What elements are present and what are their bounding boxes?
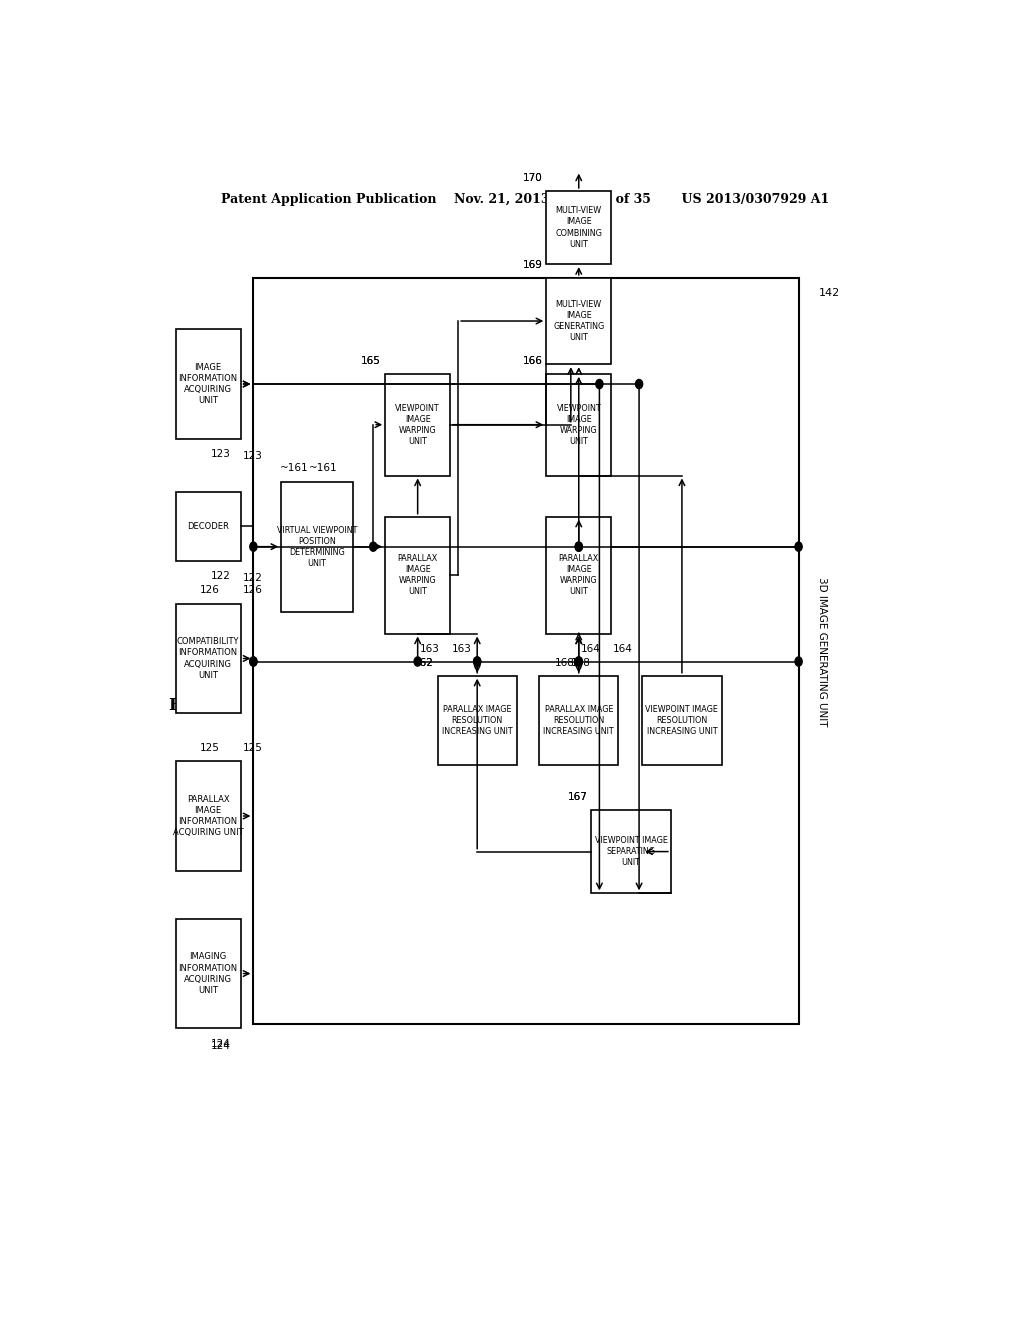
Circle shape xyxy=(575,543,583,552)
Text: 169: 169 xyxy=(522,260,543,269)
Text: 165: 165 xyxy=(361,356,381,366)
Text: PARALLAX
IMAGE
WARPING
UNIT: PARALLAX IMAGE WARPING UNIT xyxy=(559,554,599,597)
Text: VIEWPOINT
IMAGE
WARPING
UNIT: VIEWPOINT IMAGE WARPING UNIT xyxy=(395,404,440,446)
Circle shape xyxy=(596,379,603,388)
Text: 163: 163 xyxy=(452,644,472,653)
Text: 168: 168 xyxy=(570,657,591,668)
Circle shape xyxy=(250,657,257,667)
Text: 165: 165 xyxy=(361,356,381,366)
Text: PARALLAX IMAGE
RESOLUTION
INCREASING UNIT: PARALLAX IMAGE RESOLUTION INCREASING UNI… xyxy=(544,705,614,737)
Bar xyxy=(437,676,517,766)
Circle shape xyxy=(795,657,802,667)
Text: MULTI-VIEW
IMAGE
GENERATING
UNIT: MULTI-VIEW IMAGE GENERATING UNIT xyxy=(553,300,604,342)
Text: 167: 167 xyxy=(567,792,588,801)
Text: 163: 163 xyxy=(420,644,440,653)
Circle shape xyxy=(575,657,583,667)
Bar xyxy=(385,374,451,475)
Bar xyxy=(642,676,722,766)
Text: 169: 169 xyxy=(522,260,543,269)
Bar xyxy=(592,810,671,894)
Circle shape xyxy=(250,657,257,667)
Bar xyxy=(539,676,618,766)
Text: 170: 170 xyxy=(522,173,543,182)
Text: 122: 122 xyxy=(211,572,230,581)
Text: 123: 123 xyxy=(211,449,230,459)
Text: PARALLAX IMAGE
RESOLUTION
INCREASING UNIT: PARALLAX IMAGE RESOLUTION INCREASING UNI… xyxy=(442,705,512,737)
Bar xyxy=(176,762,241,871)
Text: 166: 166 xyxy=(522,356,543,366)
Text: 3D IMAGE GENERATING UNIT: 3D IMAGE GENERATING UNIT xyxy=(817,577,827,726)
Text: VIEWPOINT IMAGE
SEPARATING
UNIT: VIEWPOINT IMAGE SEPARATING UNIT xyxy=(595,836,668,867)
Bar xyxy=(546,374,611,475)
Bar xyxy=(282,482,352,611)
Circle shape xyxy=(636,379,643,388)
Circle shape xyxy=(795,543,802,552)
Bar xyxy=(546,277,611,364)
Text: 162: 162 xyxy=(414,657,433,668)
Text: 123: 123 xyxy=(243,451,263,461)
Text: MULTI-VIEW
IMAGE
COMBINING
UNIT: MULTI-VIEW IMAGE COMBINING UNIT xyxy=(555,206,602,248)
Circle shape xyxy=(474,657,480,667)
Text: 124: 124 xyxy=(211,1040,230,1051)
Text: IMAGING
INFORMATION
ACQUIRING
UNIT: IMAGING INFORMATION ACQUIRING UNIT xyxy=(178,953,238,995)
Text: PARALLAX
IMAGE
WARPING
UNIT: PARALLAX IMAGE WARPING UNIT xyxy=(397,554,438,597)
Circle shape xyxy=(414,657,421,667)
Bar xyxy=(546,191,611,264)
Bar xyxy=(546,516,611,634)
Text: VIRTUAL VIEWPOINT
POSITION
DETERMINING
UNIT: VIRTUAL VIEWPOINT POSITION DETERMINING U… xyxy=(276,525,357,568)
Text: 122: 122 xyxy=(243,573,263,583)
Text: 125: 125 xyxy=(243,743,263,752)
Bar xyxy=(176,329,241,440)
Text: FIG. 10: FIG. 10 xyxy=(169,697,237,714)
Circle shape xyxy=(575,657,583,667)
Circle shape xyxy=(250,543,257,552)
Bar xyxy=(253,279,799,1024)
Bar xyxy=(385,516,451,634)
Text: 124: 124 xyxy=(211,1039,230,1048)
Text: 126: 126 xyxy=(243,586,263,595)
Bar xyxy=(176,492,241,561)
Text: 126: 126 xyxy=(201,586,220,595)
Text: 164: 164 xyxy=(613,644,633,653)
Text: 168: 168 xyxy=(555,657,574,668)
Text: VIEWPOINT IMAGE
RESOLUTION
INCREASING UNIT: VIEWPOINT IMAGE RESOLUTION INCREASING UN… xyxy=(645,705,719,737)
Circle shape xyxy=(575,543,583,552)
Text: ~161: ~161 xyxy=(280,463,308,474)
Text: IMAGE
INFORMATION
ACQUIRING
UNIT: IMAGE INFORMATION ACQUIRING UNIT xyxy=(178,363,238,405)
Text: 162: 162 xyxy=(414,657,433,668)
Text: COMPATIBILITY
INFORMATION
ACQUIRING
UNIT: COMPATIBILITY INFORMATION ACQUIRING UNIT xyxy=(177,638,240,680)
Text: 142: 142 xyxy=(818,289,840,298)
Bar xyxy=(176,919,241,1028)
Text: 167: 167 xyxy=(567,792,588,801)
Circle shape xyxy=(370,543,377,552)
Text: 164: 164 xyxy=(582,644,601,653)
Text: Patent Application Publication    Nov. 21, 2013  Sheet 9 of 35       US 2013/030: Patent Application Publication Nov. 21, … xyxy=(221,193,828,206)
Text: 125: 125 xyxy=(201,743,220,752)
Bar xyxy=(176,603,241,713)
Text: 170: 170 xyxy=(522,173,543,182)
Text: 166: 166 xyxy=(522,356,543,366)
Text: VIEWPOINT
IMAGE
WARPING
UNIT: VIEWPOINT IMAGE WARPING UNIT xyxy=(556,404,601,446)
Text: ~161: ~161 xyxy=(309,463,338,474)
Circle shape xyxy=(474,657,480,667)
Text: PARALLAX
IMAGE
INFORMATION
ACQUIRING UNIT: PARALLAX IMAGE INFORMATION ACQUIRING UNI… xyxy=(173,795,244,837)
Text: DECODER: DECODER xyxy=(187,521,229,531)
